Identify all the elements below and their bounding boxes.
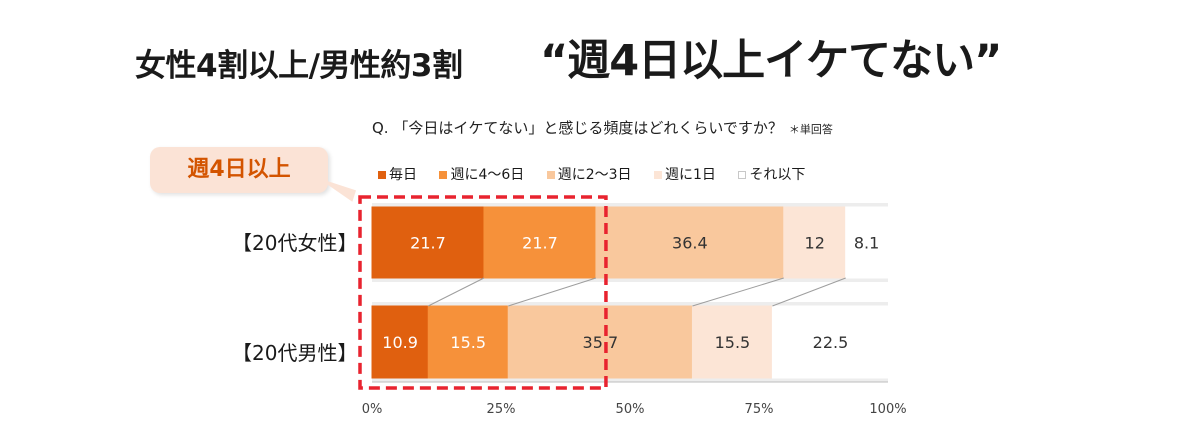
data-label: 15.5	[715, 333, 751, 352]
highlight-callout: 週4日以上	[150, 147, 328, 193]
x-tick-label: 100%	[869, 402, 906, 417]
data-label: 36.4	[672, 234, 708, 253]
data-label: 8.1	[854, 234, 879, 253]
series-connector	[428, 277, 485, 307]
series-connector	[692, 277, 784, 307]
data-label: 10.9	[382, 333, 418, 352]
headline: 女性4割以上/男性約3割 “週4日以上イケてない”	[0, 18, 1200, 88]
legend-item: 週に2～3日	[546, 164, 632, 184]
x-tick-label: 75%	[745, 402, 774, 417]
x-tick-label: 0%	[362, 402, 383, 417]
legend-swatch-1	[439, 171, 448, 179]
legend-swatch-4	[738, 171, 747, 179]
legend-item: 週に1日	[654, 164, 716, 184]
question-text: Q. 「今日はイケてない」と感じる頻度はどれくらいですか？	[372, 119, 783, 137]
data-label: 15.5	[450, 333, 486, 352]
survey-question: Q. 「今日はイケてない」と感じる頻度はどれくらいですか？ ＊単回答	[372, 117, 833, 138]
legend-swatch-3	[654, 171, 663, 179]
legend-label: 毎日	[389, 167, 417, 183]
legend-swatch-0	[378, 171, 386, 179]
row-label-male: 【20代男性】	[232, 341, 358, 365]
bar-segment	[691, 305, 773, 379]
bar-segment	[507, 305, 693, 379]
data-label: 22.5	[813, 333, 849, 352]
chart-legend: 毎日 週に4～6日 週に2～3日 週に1日 それ以下	[378, 164, 823, 184]
bar-segment	[371, 206, 485, 279]
legend-swatch-2	[546, 171, 555, 179]
series-connector	[772, 277, 846, 307]
bar-segment	[845, 206, 888, 279]
legend-label: 週に4～6日	[450, 167, 525, 183]
legend-label: 週に1日	[665, 167, 716, 183]
data-label: 21.7	[522, 234, 558, 253]
headline-title: “週4日以上イケてない”	[540, 36, 1002, 86]
bar-segment	[771, 305, 890, 379]
bar-segment	[427, 305, 509, 379]
row-label-female: 【20代女性】	[232, 231, 358, 255]
bar-segment	[783, 206, 847, 279]
legend-label: 週に2～3日	[557, 167, 632, 183]
bar-segment	[371, 305, 429, 379]
callout-label: 週4日以上	[187, 157, 291, 182]
legend-item: 週に4～6日	[439, 164, 524, 184]
data-label: 21.7	[410, 234, 446, 253]
highlight-box	[358, 195, 608, 390]
headline-subtitle: 女性4割以上/男性約3割	[135, 48, 463, 84]
bar-segment	[483, 206, 597, 279]
x-tick-label: 25%	[487, 402, 516, 417]
question-note: ＊単回答	[788, 123, 833, 136]
legend-label: それ以下	[749, 167, 806, 183]
legend-item: 毎日	[378, 164, 417, 184]
series-connector	[508, 277, 597, 307]
data-label: 12	[805, 234, 825, 253]
data-label: 35.7	[583, 333, 619, 352]
x-tick-label: 50%	[616, 402, 645, 417]
legend-item: それ以下	[738, 164, 805, 184]
